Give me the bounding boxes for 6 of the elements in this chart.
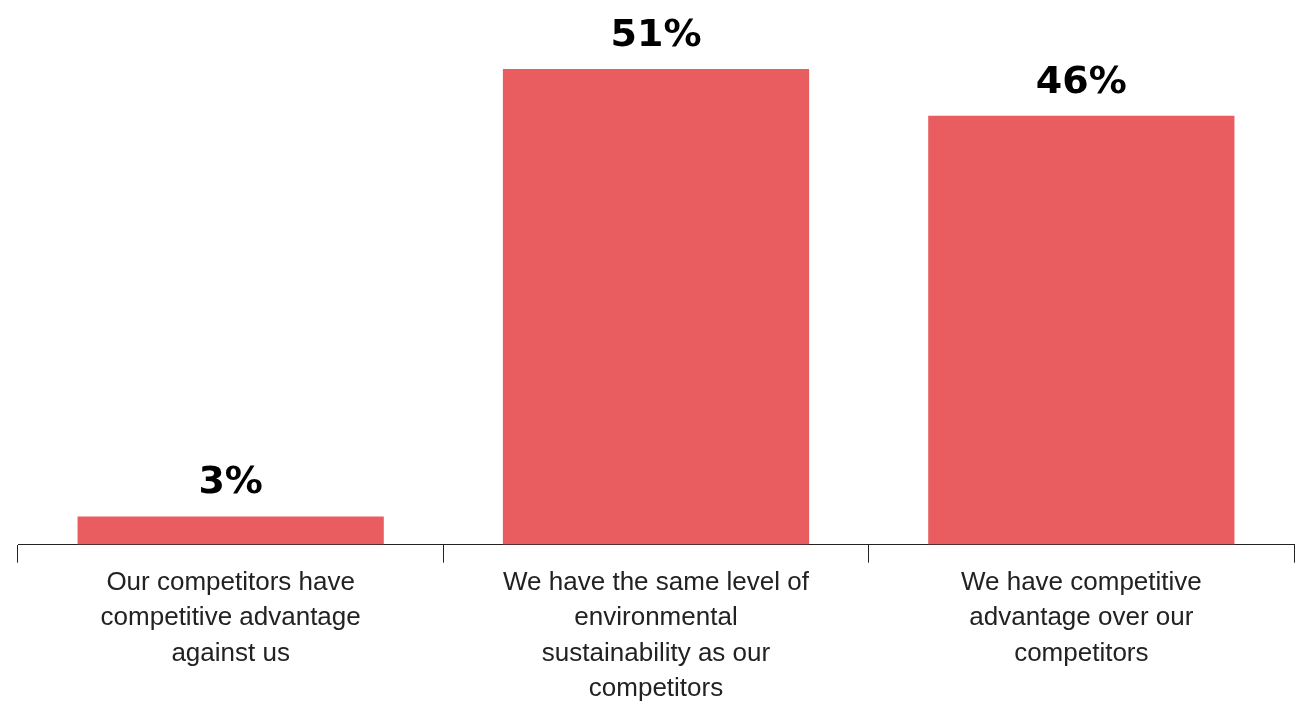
x-tick-label: We have competitive advantage over our competitors <box>960 566 1202 667</box>
data-label: 51% <box>610 10 702 55</box>
x-tick-label: We have the same level of environmental sustainability as our competitors <box>503 566 810 702</box>
data-label: 46% <box>1035 57 1127 102</box>
x-tick-label: Our competitors have competitive advantage against us <box>100 566 361 667</box>
data-label: 3% <box>198 458 263 503</box>
